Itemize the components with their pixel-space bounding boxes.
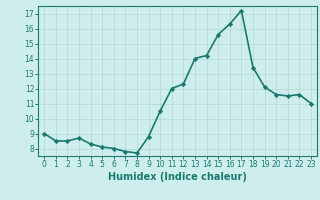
- X-axis label: Humidex (Indice chaleur): Humidex (Indice chaleur): [108, 172, 247, 182]
